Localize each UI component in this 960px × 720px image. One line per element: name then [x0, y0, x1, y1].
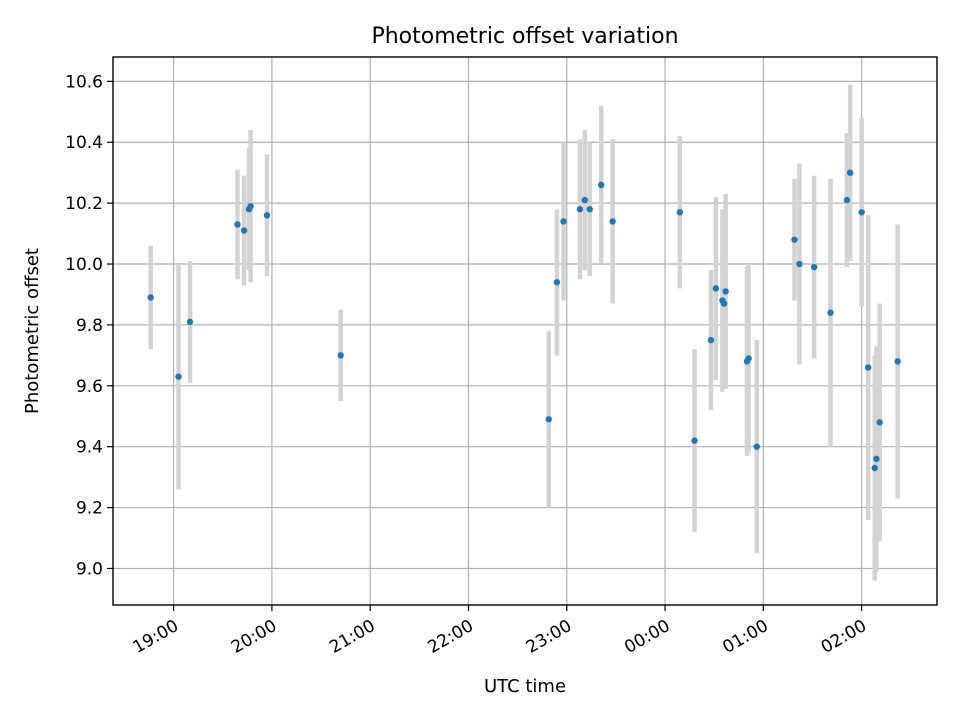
y-axis-ticks: 9.0 9.2 9.4 9.6 9.8 10.0 10.2 10.4 10.6: [65, 72, 113, 579]
data-points: [147, 169, 901, 472]
data-point: [691, 437, 698, 444]
data-point: [597, 181, 605, 189]
data-point: [791, 236, 798, 243]
data-point: [676, 209, 684, 216]
data-point: [147, 294, 154, 301]
data-point: [576, 206, 584, 213]
plot-frame: [112, 56, 938, 606]
data-point: [753, 443, 761, 450]
y-tick-label: 10.4: [65, 133, 103, 153]
x-axis-label: UTC time: [484, 676, 566, 697]
data-point: [553, 279, 561, 286]
data-point: [894, 358, 901, 365]
data-point: [263, 212, 271, 219]
data-point: [337, 352, 344, 359]
data-point: [175, 373, 182, 380]
data-point: [707, 336, 715, 344]
data-point: [581, 196, 588, 204]
data-point: [609, 218, 616, 225]
data-point: [846, 169, 854, 176]
data-point: [247, 202, 254, 210]
y-tick-label: 10.2: [65, 194, 103, 214]
data-point: [720, 300, 728, 307]
data-point: [240, 227, 248, 234]
data-point: [858, 209, 865, 216]
data-point: [873, 455, 880, 463]
data-point: [545, 416, 552, 423]
data-point: [722, 288, 729, 295]
y-axis-label: Photometric offset: [22, 248, 43, 414]
y-tick-label: 9.6: [76, 377, 103, 397]
data-point: [712, 285, 720, 292]
y-tick-label: 9.2: [76, 499, 103, 519]
y-tick-label: 10.0: [65, 255, 103, 275]
data-point: [843, 196, 851, 204]
data-point: [871, 464, 878, 472]
data-point: [234, 221, 241, 228]
data-point: [745, 355, 752, 362]
data-point: [560, 218, 567, 225]
data-point: [827, 309, 834, 316]
data-point: [864, 364, 872, 371]
y-tick-label: 9.4: [76, 438, 103, 458]
data-point: [796, 260, 803, 268]
chart-title: Photometric offset variation: [371, 24, 678, 49]
y-tick-label: 9.8: [76, 316, 103, 336]
y-tick-label: 10.6: [65, 72, 103, 92]
data-point: [586, 206, 593, 213]
data-point: [876, 419, 883, 426]
data-point: [810, 263, 818, 271]
y-tick-label: 9.0: [76, 559, 103, 579]
data-point: [186, 318, 194, 326]
